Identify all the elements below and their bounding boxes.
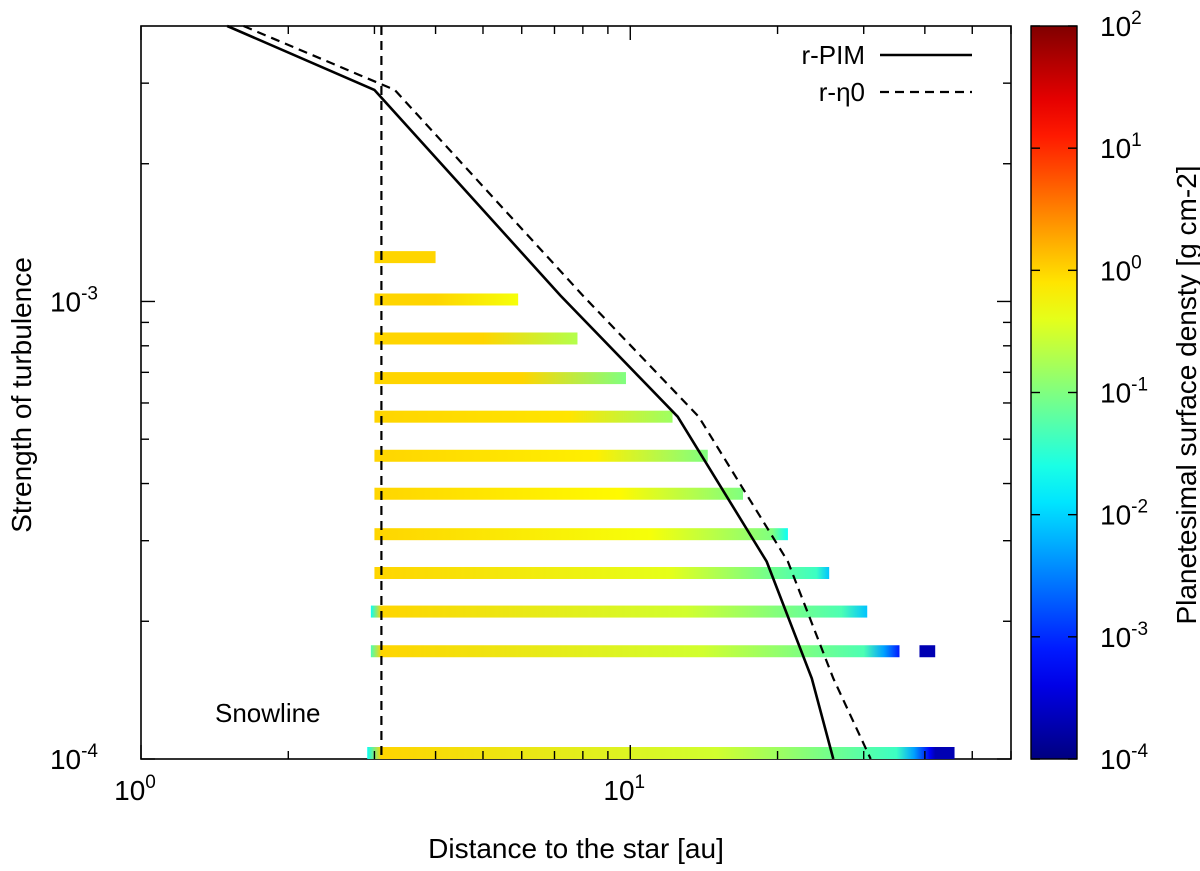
colorbar-tick-label: 10-4 [1100,741,1148,775]
colorbar-tick-label: 100 [1100,252,1142,286]
colorbar-title: Planetesimal surface densty [g cm-2] [1171,165,1200,624]
r-pim-curve [226,24,835,760]
legend-label-r-eta0: r-η0 [819,77,865,107]
curves-layer [226,24,872,760]
colorbar-tick-label: 10-2 [1100,497,1148,531]
legend: r-PIM r-η0 [801,40,972,107]
x-tick-label: 101 [603,772,645,806]
colorbar-tick-label: 10-3 [1100,619,1148,653]
density-band [374,410,673,423]
y-tick-label: 10-4 [50,741,98,775]
density-band [374,528,788,541]
density-band [374,251,436,264]
ticks-layer [140,26,1012,760]
colorbar-ticks: 102 101 100 10-1 10-2 10-3 10-4 [1031,8,1148,775]
density-band [374,487,744,500]
colorbar-tick-label: 102 [1100,8,1142,42]
density-band [367,747,955,759]
x-tick-label: 100 [114,772,156,806]
density-band [374,372,626,385]
density-band [374,332,578,345]
colorbar: 102 101 100 10-1 10-2 10-3 10-4 [1030,8,1148,775]
y-tick-label: 10-3 [50,283,98,317]
x-axis-title: Distance to the star [au] [428,833,724,864]
labels-layer: 100 101 10-4 10-3 [50,283,645,806]
bands-layer [367,251,955,759]
r-eta0-curve [243,24,872,760]
density-band [370,605,868,618]
colorbar-tick-label: 101 [1100,130,1142,164]
density-band [374,449,708,462]
y-axis-title: Strength of turbulence [6,257,37,533]
snowline-label: Snowline [215,698,321,728]
density-band [374,293,519,306]
density-band [374,566,830,579]
legend-label-r-pim: r-PIM [801,40,865,70]
density-band [919,645,936,658]
colorbar-tick-label: 10-1 [1100,375,1148,409]
density-band [370,645,900,658]
